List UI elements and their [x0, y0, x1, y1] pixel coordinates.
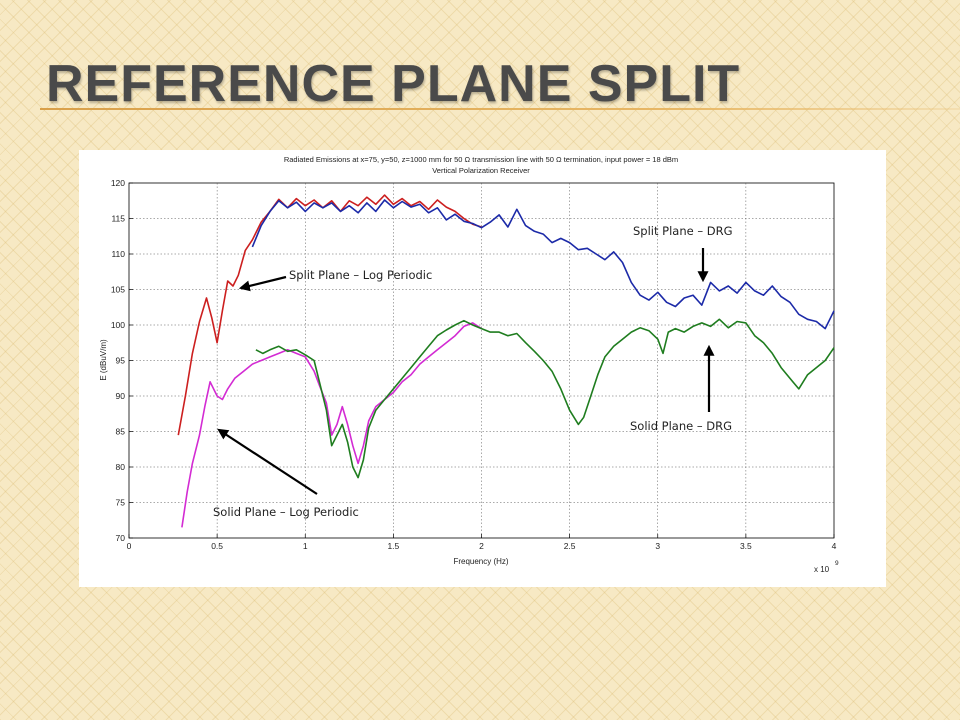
x-tick-label: 3: [655, 541, 660, 551]
chart-figure: 0 0.5 1 1.5 2 2.5 3 3.5 4 70 75 80 85 90 95 100 105 110 11…: [79, 150, 886, 587]
x-tick-label: 2: [479, 541, 484, 551]
chart-subtitle: Vertical Polarization Receiver: [432, 166, 530, 175]
y-tick-label: 120: [111, 178, 125, 188]
annotation-layer: Split Plane – Log Periodic Split Plane –…: [213, 224, 733, 519]
y-tick-label: 70: [116, 533, 126, 543]
tick-layer: 0 0.5 1 1.5 2 2.5 3 3.5 4 70 75 80 85 90 95 100 105 110 11…: [111, 178, 837, 551]
y-tick-label: 75: [116, 498, 126, 508]
y-tick-label: 80: [116, 462, 126, 472]
plot-area: [128, 182, 835, 539]
x-multiplier-exponent: 9: [835, 560, 839, 567]
x-tick-label: 1: [303, 541, 308, 551]
arrow-solid-log: [217, 428, 318, 495]
series-split-plane-drg: [251, 199, 835, 330]
x-axis-label: Frequency (Hz): [453, 557, 508, 566]
arrow-split-log: [238, 275, 287, 292]
annotation-split-plane-log-periodic: Split Plane – Log Periodic: [289, 268, 432, 282]
y-tick-label: 110: [111, 249, 125, 259]
y-axis-label: E (dBuV/m): [99, 339, 108, 381]
y-tick-label: 115: [111, 214, 125, 224]
chart-title: Radiated Emissions at x=75, y=50, z=1000…: [284, 155, 678, 164]
series-layer: [177, 194, 835, 528]
x-tick-label: 3.5: [740, 541, 752, 551]
y-tick-label: 100: [111, 320, 125, 330]
annotation-solid-plane-drg: Solid Plane – DRG: [630, 419, 732, 433]
series-solid-plane-log-periodic: [181, 322, 482, 528]
x-tick-label: 4: [832, 541, 837, 551]
x-tick-label: 1.5: [387, 541, 399, 551]
series-split-plane-log-periodic: [177, 194, 482, 436]
emissions-chart: 0 0.5 1 1.5 2 2.5 3 3.5 4 70 75 80 85 90 95 100 105 110 11…: [99, 155, 839, 574]
y-tick-label: 95: [116, 356, 126, 366]
y-tick-label: 90: [116, 391, 126, 401]
x-tick-label: 0: [127, 541, 132, 551]
annotation-solid-plane-log-periodic: Solid Plane – Log Periodic: [213, 505, 359, 519]
x-tick-label: 2.5: [564, 541, 576, 551]
slide-title: REFERENCE PLANE SPLIT: [46, 55, 741, 113]
title-underline: [40, 108, 960, 110]
x-multiplier-label: x 10: [814, 565, 830, 574]
y-tick-label: 105: [111, 285, 125, 295]
x-tick-label: 0.5: [211, 541, 223, 551]
series-solid-plane-drg: [255, 318, 835, 479]
y-tick-label: 85: [116, 427, 126, 437]
annotation-split-plane-drg: Split Plane – DRG: [633, 224, 733, 238]
